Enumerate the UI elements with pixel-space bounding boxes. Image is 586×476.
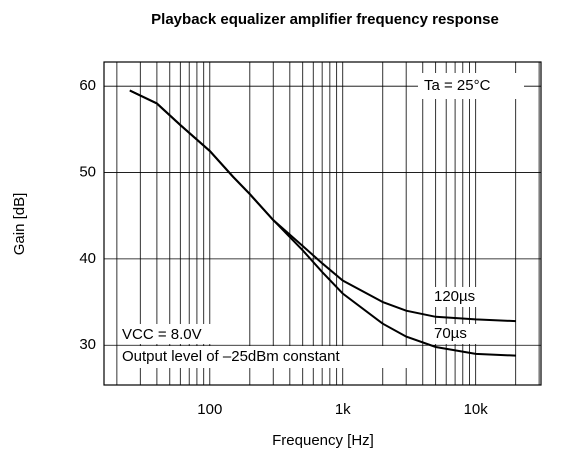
- y-tick-label: 50: [79, 164, 96, 181]
- annotation: Output level of –25dBm constant: [122, 348, 340, 365]
- x-tick-label: 1k: [335, 401, 351, 418]
- line-series: [129, 89, 516, 323]
- y-tick-label: 30: [79, 336, 96, 353]
- x-axis-label: Frequency [Hz]: [272, 432, 374, 449]
- annotation-box: [430, 287, 490, 307]
- annotation: Ta = 25°C: [424, 77, 491, 94]
- chart-title: Playback equalizer amplifier frequency r…: [151, 11, 499, 28]
- x-tick-label: 10k: [464, 401, 489, 418]
- annotation-box: [118, 346, 416, 368]
- annotation-box: [418, 73, 524, 99]
- x-tick-label: 100: [197, 401, 222, 418]
- annotation: VCC = 8.0V: [122, 326, 202, 343]
- annotation-box: [118, 324, 220, 344]
- series-label: 120µs: [434, 288, 475, 305]
- series-label: 70µs: [434, 325, 467, 342]
- y-axis-label: Gain [dB]: [11, 193, 28, 256]
- y-tick-label: 60: [79, 77, 96, 94]
- annotation-box: [430, 324, 480, 344]
- line-series: [129, 89, 516, 357]
- plot-frame: [103, 61, 542, 386]
- y-tick-label: 40: [79, 250, 96, 267]
